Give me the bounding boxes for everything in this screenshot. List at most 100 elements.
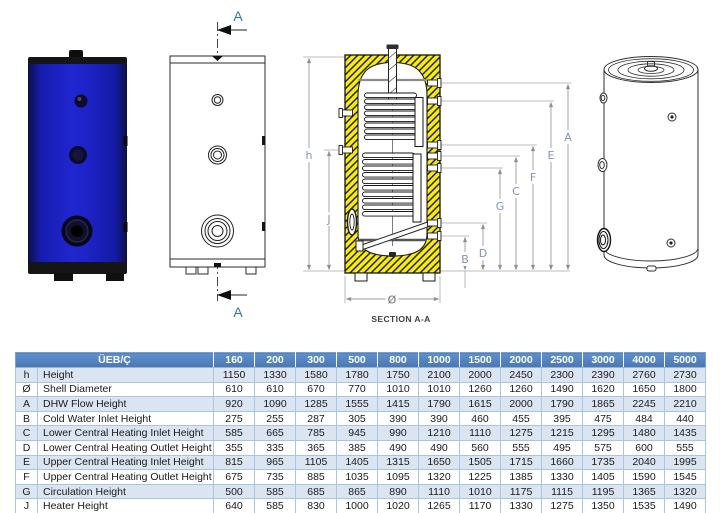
tank-foot [106,273,124,281]
side-fittings [596,92,612,253]
table-row: h Height 1150 1330 1580 1780 1750 2100 2000 2450 2… [15,367,707,383]
value-cell: 335 [254,439,297,456]
table-row: D Lower Central Heating Outlet Height 355 3… [15,439,707,456]
value-cell: 2040 [623,454,666,471]
row-key-cell: D [15,439,38,456]
value-cell: 1995 [664,454,707,471]
value-cell: 1435 [664,425,707,441]
value-cell: 1715 [500,454,543,471]
value-cell: 920 [213,396,256,412]
row-key-cell: J [15,498,38,513]
value-cell: 945 [336,425,379,441]
row-name-cell: Height [36,367,215,383]
size-column-header: 3000 [582,352,625,368]
table-row: J Heater Height 640 585 830 1000 1020 1265 1170 1… [15,498,707,513]
table-row: A DHW Flow Height 920 1090 1285 1555 1415 1790 1… [15,396,707,412]
section-foot [354,272,368,282]
value-cell: 1315 [377,454,420,471]
value-cell: 1330 [254,367,297,383]
value-cell: 1415 [377,396,420,412]
foot [197,266,209,275]
section-arrow-icon [217,25,231,35]
value-cell: 815 [213,454,256,471]
drain-nub [214,263,221,267]
value-cell: 1780 [336,367,379,383]
value-cell: 1010 [377,381,420,398]
value-cell: 1620 [582,381,625,398]
size-column-header: 200 [254,352,297,368]
value-cell: 555 [500,439,543,456]
foot [185,266,197,275]
dim-label-G: G [496,200,505,213]
section-mark-label: A [233,8,243,24]
size-column-header: 800 [377,352,420,368]
value-cell: 885 [295,469,338,485]
size-column-header: 160 [213,352,256,368]
value-cell: 555 [664,439,707,456]
value-cell: 785 [295,425,338,441]
dimension-labels: h J B D G C F E A Ø [303,130,574,307]
value-cell: 890 [377,483,420,500]
dim-label-h: h [306,149,313,162]
value-cell: 255 [254,410,297,427]
value-cell: 460 [459,410,502,427]
dim-label-F: F [530,171,536,184]
value-cell: 1385 [500,469,543,485]
section-cut-mark-bottom: A [217,290,247,320]
top-tick [212,56,223,61]
foot [245,266,257,275]
value-cell: 495 [541,439,584,456]
row-key-cell: E [15,454,38,471]
table-row: Ø Shell Diameter 610 610 670 770 1010 1010 1260 1… [15,381,707,398]
row-name-cell: Cold Water Inlet Height [36,410,215,427]
value-cell: 1150 [213,367,256,383]
value-cell: 1545 [664,469,707,485]
value-cell: 1405 [582,469,625,485]
value-cell: 2000 [459,367,502,383]
value-cell: 575 [582,439,625,456]
value-cell: 355 [213,439,256,456]
value-cell: 560 [459,439,502,456]
value-cell: 1535 [623,498,666,513]
dimension-lines [306,57,571,302]
table-row: C Lower Central Heating Inlet Height 585 66… [15,425,707,441]
value-cell: 390 [418,410,461,427]
row-key-cell: B [15,410,38,427]
value-cell: 600 [623,439,666,456]
table-row: E Upper Central Heating Inlet Height 815 96… [15,454,707,471]
table-body: h Height 1150 1330 1580 1780 1750 2100 2000 2450 2… [15,367,707,513]
value-cell: 1195 [582,483,625,500]
perspective-view-figure [596,56,699,272]
value-cell: 865 [336,483,379,500]
value-cell: 1480 [623,425,666,441]
row-key-cell: C [15,425,38,441]
value-cell: 1170 [459,498,502,513]
value-cell: 1650 [418,454,461,471]
tank-top-nub [69,50,83,59]
value-cell: 385 [336,439,379,456]
row-name-cell: Upper Central Heating Outlet Height [36,469,215,485]
value-cell: 1260 [500,381,543,398]
value-cell: 610 [213,381,256,398]
row-key-cell: A [15,396,38,412]
row-name-cell: DHW Flow Height [36,396,215,412]
value-cell: 1735 [582,454,625,471]
value-cell: 1320 [664,483,707,500]
value-cell: 1750 [377,367,420,383]
tank-bottom-cap [28,262,127,274]
section-mark-label: A [233,304,243,320]
value-cell: 665 [254,425,297,441]
value-cell: 1350 [582,498,625,513]
dim-label-B: B [461,253,469,266]
value-cell: 500 [213,483,256,500]
value-cell: 1260 [459,381,502,398]
value-cell: 1505 [459,454,502,471]
dimension-table: ÜEB/Ç 160 200 300 500 800 1000 1500 2000 2500 3000… [15,352,707,513]
value-cell: 1650 [623,381,666,398]
bottom-nub [389,252,396,257]
right-wall-fittings [427,78,442,241]
tank-side-tab [123,222,128,232]
value-cell: 1285 [295,396,338,412]
value-cell: 395 [541,410,584,427]
